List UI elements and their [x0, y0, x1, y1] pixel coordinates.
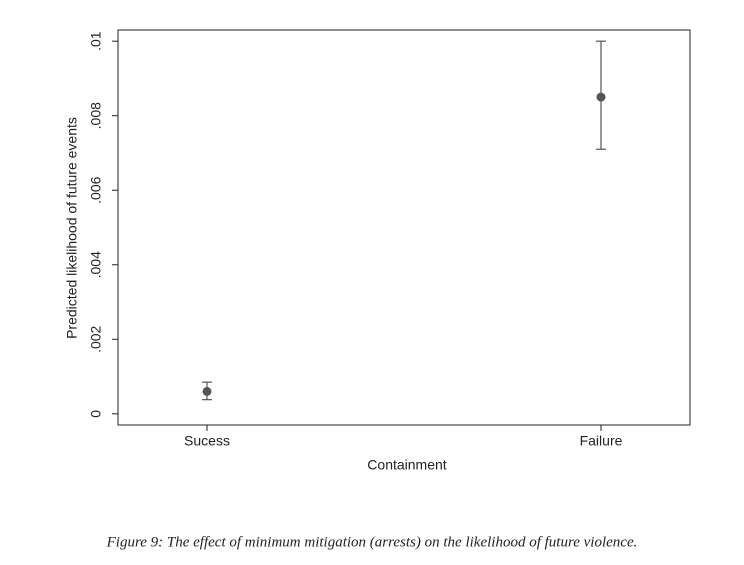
- y-tick-label: .01: [88, 31, 104, 51]
- y-tick-label: 0: [88, 410, 104, 418]
- x-tick-label: Sucess: [184, 433, 230, 449]
- y-tick-label: .004: [88, 251, 104, 278]
- x-tick-label: Failure: [580, 433, 623, 449]
- plot-frame: [117, 29, 691, 426]
- y-tick-label: .002: [88, 325, 104, 352]
- caption: Figure 9: The effect of minimum mitigati…: [106, 534, 638, 550]
- y-tick-label: .008: [88, 102, 104, 129]
- y-axis-label: Predicted likelihood of future events: [64, 117, 80, 339]
- point: [202, 386, 212, 396]
- point: [596, 92, 606, 102]
- x-axis-label: Containment: [367, 457, 446, 473]
- y-tick-label: .006: [88, 176, 104, 203]
